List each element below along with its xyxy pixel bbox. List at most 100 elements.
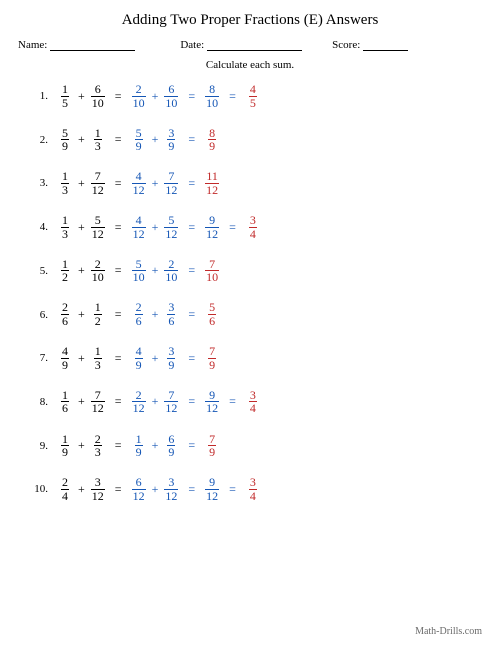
header-row: Name: Date: Score:: [18, 39, 482, 51]
fraction: 13: [91, 345, 105, 371]
equals-sign: =: [115, 220, 122, 235]
fraction: 12: [58, 258, 72, 284]
expression: 59 + 13 = 59 + 39 = 89: [58, 127, 219, 153]
equals-sign: =: [229, 482, 236, 497]
fraction: 19: [58, 433, 72, 459]
plus-sign: +: [78, 89, 85, 104]
problem-row: 7. 49 + 13 = 49 + 39 = 79: [26, 345, 482, 371]
score-blank[interactable]: [363, 39, 408, 51]
plus-sign: +: [78, 351, 85, 366]
fraction: 412: [132, 170, 146, 196]
expression: 13 + 712 = 412 + 712 = 1112: [58, 170, 219, 196]
fraction: 712: [164, 389, 178, 415]
equals-sign: =: [229, 89, 236, 104]
fraction: 610: [91, 83, 105, 109]
equals-sign: =: [229, 220, 236, 235]
fraction: 34: [246, 214, 260, 240]
plus-sign: +: [152, 176, 159, 191]
problem-row: 9. 19 + 23 = 19 + 69 = 79: [26, 433, 482, 459]
equals-sign: =: [115, 307, 122, 322]
problem-number: 10.: [26, 483, 48, 495]
equals-sign: =: [188, 394, 195, 409]
equals-sign: =: [188, 89, 195, 104]
fraction: 512: [91, 214, 105, 240]
fraction: 210: [91, 258, 105, 284]
date-blank[interactable]: [207, 39, 302, 51]
problem-row: 3. 13 + 712 = 412 + 712 = 1112: [26, 170, 482, 196]
fraction: 412: [132, 214, 146, 240]
plus-sign: +: [78, 438, 85, 453]
problem-number: 9.: [26, 440, 48, 452]
problem-row: 4. 13 + 512 = 412 + 512 = 912= 34: [26, 214, 482, 240]
plus-sign: +: [78, 394, 85, 409]
plus-sign: +: [78, 263, 85, 278]
fraction: 56: [205, 301, 219, 327]
expression: 24 + 312 = 612 + 312 = 912= 34: [58, 476, 260, 502]
fraction: 34: [246, 389, 260, 415]
fraction: 512: [164, 214, 178, 240]
fraction: 79: [205, 433, 219, 459]
fraction: 19: [132, 433, 146, 459]
plus-sign: +: [152, 220, 159, 235]
expression: 13 + 512 = 412 + 512 = 912= 34: [58, 214, 260, 240]
instruction: Calculate each sum.: [18, 59, 482, 71]
problem-row: 10. 24 + 312 = 612 + 312 = 912= 34: [26, 476, 482, 502]
fraction: 210: [132, 83, 146, 109]
equals-sign: =: [115, 132, 122, 147]
fraction: 16: [58, 389, 72, 415]
fraction: 212: [132, 389, 146, 415]
fraction: 1112: [205, 170, 219, 196]
fraction: 912: [205, 214, 219, 240]
score-label: Score:: [332, 39, 360, 51]
fraction: 312: [91, 476, 105, 502]
fraction: 89: [205, 127, 219, 153]
plus-sign: +: [152, 394, 159, 409]
equals-sign: =: [188, 307, 195, 322]
equals-sign: =: [115, 351, 122, 366]
fraction: 26: [132, 301, 146, 327]
equals-sign: =: [115, 176, 122, 191]
problem-number: 4.: [26, 221, 48, 233]
equals-sign: =: [115, 263, 122, 278]
expression: 26 + 12 = 26 + 36 = 56: [58, 301, 219, 327]
fraction: 49: [132, 345, 146, 371]
plus-sign: +: [152, 132, 159, 147]
plus-sign: +: [78, 132, 85, 147]
problem-number: 5.: [26, 265, 48, 277]
plus-sign: +: [78, 307, 85, 322]
fraction: 79: [205, 345, 219, 371]
plus-sign: +: [78, 220, 85, 235]
name-blank[interactable]: [50, 39, 135, 51]
equals-sign: =: [188, 263, 195, 278]
fraction: 39: [164, 127, 178, 153]
fraction: 712: [91, 170, 105, 196]
fraction: 610: [164, 83, 178, 109]
plus-sign: +: [152, 263, 159, 278]
fraction: 34: [246, 476, 260, 502]
fraction: 13: [58, 214, 72, 240]
expression: 49 + 13 = 49 + 39 = 79: [58, 345, 219, 371]
plus-sign: +: [152, 438, 159, 453]
problem-row: 6. 26 + 12 = 26 + 36 = 56: [26, 301, 482, 327]
fraction: 912: [205, 476, 219, 502]
fraction: 45: [246, 83, 260, 109]
equals-sign: =: [188, 438, 195, 453]
equals-sign: =: [229, 394, 236, 409]
footer-credit: Math-Drills.com: [415, 626, 482, 637]
fraction: 612: [132, 476, 146, 502]
name-label: Name:: [18, 39, 47, 51]
fraction: 13: [58, 170, 72, 196]
equals-sign: =: [115, 89, 122, 104]
problem-row: 1. 15 + 610 = 210 + 610 = 810= 45: [26, 83, 482, 109]
fraction: 312: [164, 476, 178, 502]
fraction: 49: [58, 345, 72, 371]
fraction: 59: [58, 127, 72, 153]
plus-sign: +: [78, 176, 85, 191]
equals-sign: =: [115, 482, 122, 497]
expression: 12 + 210 = 510 + 210 = 710: [58, 258, 219, 284]
fraction: 510: [132, 258, 146, 284]
fraction: 912: [205, 389, 219, 415]
equals-sign: =: [115, 394, 122, 409]
problem-number: 7.: [26, 352, 48, 364]
problem-number: 2.: [26, 134, 48, 146]
